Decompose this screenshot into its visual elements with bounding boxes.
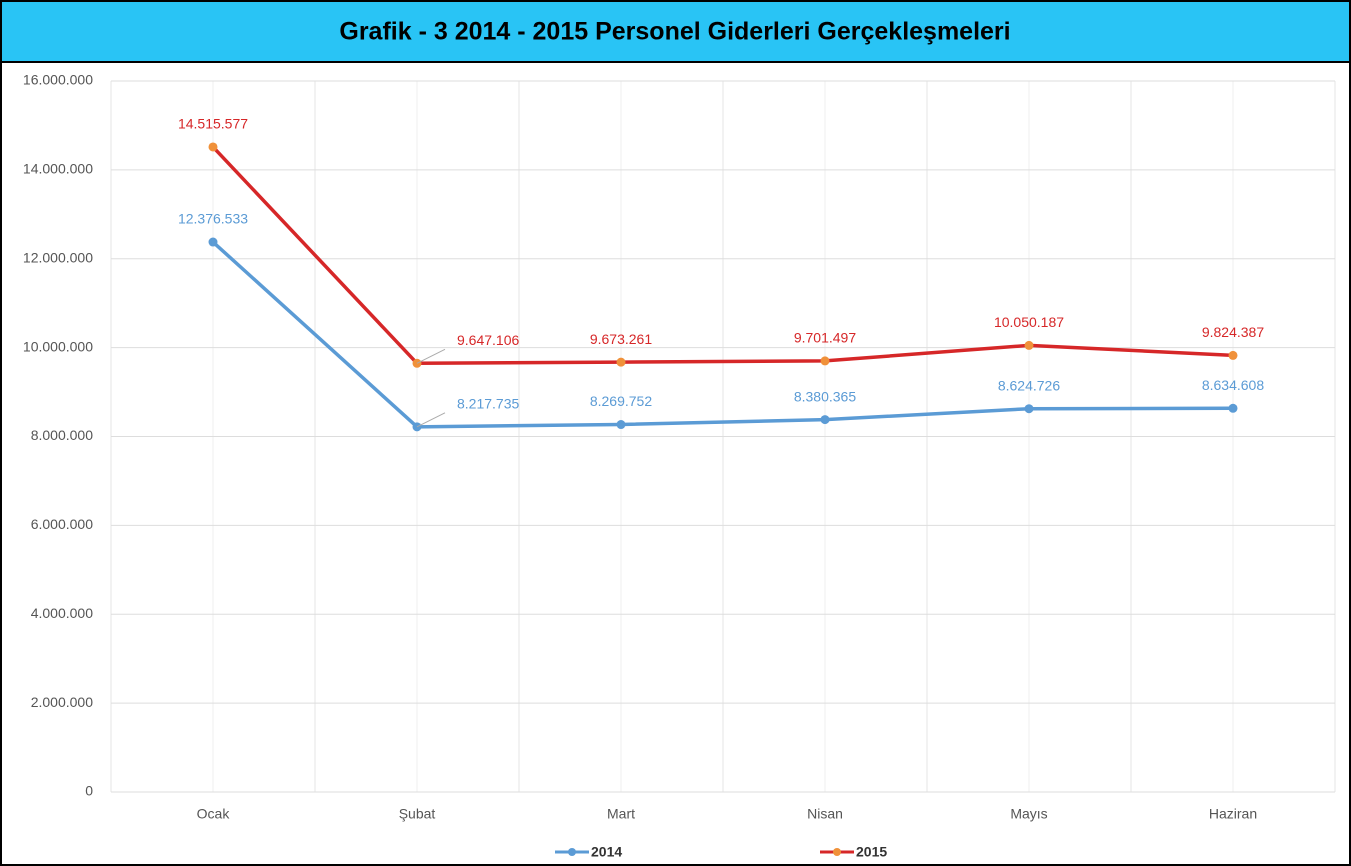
data-label: 8.634.608	[1202, 377, 1264, 393]
data-label: 8.217.735	[457, 396, 519, 412]
data-label: 9.701.497	[794, 330, 856, 346]
point	[820, 356, 830, 366]
point	[616, 420, 626, 430]
data-label: 14.515.577	[178, 116, 248, 132]
y-tick-label: 10.000.000	[23, 338, 93, 354]
title-bar	[0, 0, 1351, 63]
label-leader	[416, 348, 446, 364]
y-tick-label: 4.000.000	[31, 605, 93, 621]
y-tick-label: 14.000.000	[23, 161, 93, 177]
data-label: 10.050.187	[994, 314, 1064, 330]
x-tick-label: Mart	[607, 806, 635, 822]
point	[616, 357, 626, 367]
legend-marker	[568, 848, 576, 856]
data-label: 8.380.365	[794, 388, 856, 404]
x-tick-label: Haziran	[1209, 806, 1257, 822]
data-label: 9.673.261	[590, 331, 652, 347]
legend-marker	[833, 848, 841, 856]
series-line	[211, 145, 1234, 366]
x-tick-label: Ocak	[197, 806, 231, 822]
x-tick-label: Nisan	[807, 806, 843, 822]
x-tick-label: Şubat	[399, 806, 436, 822]
point	[1228, 350, 1238, 360]
y-tick-label: 12.000.000	[23, 249, 93, 265]
y-tick-label: 16.000.000	[23, 72, 93, 88]
series-line	[211, 240, 1234, 429]
data-label: 8.624.726	[998, 377, 1060, 393]
y-tick-label: 8.000.000	[31, 427, 93, 443]
label-leader	[416, 412, 446, 428]
data-label: 12.376.533	[178, 211, 248, 227]
x-tick-label: Mayıs	[1010, 806, 1047, 822]
legend-label: 2015	[856, 844, 887, 860]
data-label: 9.647.106	[457, 332, 519, 348]
chart-title: Grafik - 3 2014 - 2015 Personel Giderler…	[339, 18, 1010, 46]
point	[208, 237, 218, 247]
data-label: 8.269.752	[590, 393, 652, 409]
y-tick-label: 2.000.000	[31, 694, 93, 710]
point	[1024, 404, 1034, 414]
y-tick-label: 0	[85, 783, 93, 799]
data-label: 9.824.387	[1202, 324, 1264, 340]
y-tick-label: 6.000.000	[31, 516, 93, 532]
point	[1228, 403, 1238, 413]
point	[208, 142, 218, 152]
legend-label: 2014	[591, 844, 622, 860]
point	[820, 415, 830, 425]
point	[1024, 340, 1034, 350]
